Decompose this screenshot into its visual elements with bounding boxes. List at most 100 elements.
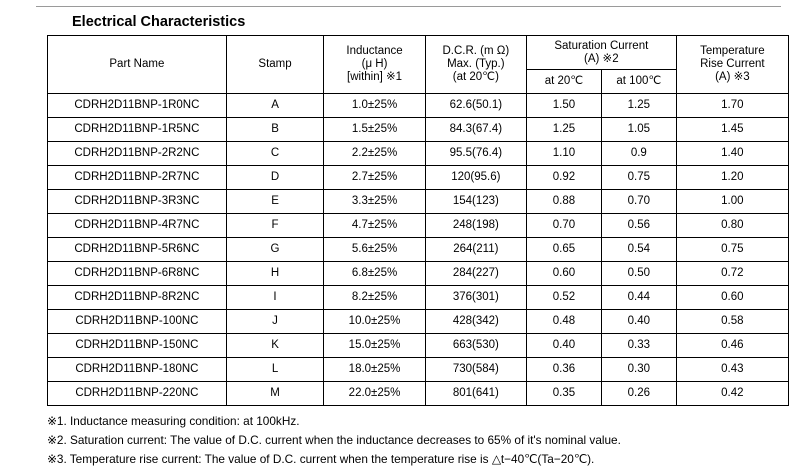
cell-dcr: 95.5(76.4) (424, 141, 527, 166)
cell-sat-100: 0.56 (600, 213, 677, 238)
cell-part-name: CDRH2D11BNP-1R0NC (47, 93, 227, 118)
header-dcr-line2: Max. (Typ.) (447, 58, 505, 70)
cell-sat-100: 0.70 (600, 189, 677, 214)
header-part-name: Part Name (47, 35, 227, 94)
cell-sat-20: 1.25 (525, 117, 602, 142)
cell-inductance: 1.0±25% (323, 93, 426, 118)
cell-sat-100: 1.25 (600, 93, 677, 118)
cell-temp-rise: 1.20 (675, 165, 789, 190)
cell-dcr: 376(301) (424, 285, 527, 310)
cell-stamp: E (225, 189, 325, 214)
cell-inductance: 3.3±25% (323, 189, 426, 214)
header-saturation-line1: Saturation Current (554, 39, 649, 52)
cell-stamp: D (225, 165, 325, 190)
header-temp-rise-line2: Rise Current (700, 58, 765, 70)
header-inductance-line3: [within] ※1 (347, 71, 403, 83)
header-inductance-line1: Inductance (346, 45, 403, 57)
cell-sat-20: 0.60 (525, 261, 602, 286)
header-dcr-line3: (at 20℃) (452, 71, 499, 83)
header-temp-rise-line1: Temperature (700, 45, 765, 57)
cell-part-name: CDRH2D11BNP-180NC (47, 357, 227, 382)
cell-stamp: H (225, 261, 325, 286)
cell-sat-100: 0.40 (600, 309, 677, 334)
cell-dcr: 248(198) (424, 213, 527, 238)
cell-stamp: L (225, 357, 325, 382)
header-saturation: Saturation Current (A) ※2 (525, 35, 677, 70)
cell-dcr: 120(95.6) (424, 165, 527, 190)
table-row: CDRH2D11BNP-3R3NC E 3.3±25% 154(123) 0.88 0.7… (47, 189, 789, 214)
cell-temp-rise: 1.00 (675, 189, 789, 214)
cell-part-name: CDRH2D11BNP-220NC (47, 381, 227, 406)
cell-stamp: F (225, 213, 325, 238)
cell-part-name: CDRH2D11BNP-1R5NC (47, 117, 227, 142)
cell-sat-100: 0.9 (600, 141, 677, 166)
cell-sat-100: 0.44 (600, 285, 677, 310)
cell-dcr: 801(641) (424, 381, 527, 406)
cell-sat-20: 0.92 (525, 165, 602, 190)
cell-stamp: M (225, 381, 325, 406)
cell-sat-20: 0.40 (525, 333, 602, 358)
cell-temp-rise: 0.80 (675, 213, 789, 238)
cell-sat-100: 0.26 (600, 381, 677, 406)
cell-stamp: J (225, 309, 325, 334)
cell-part-name: CDRH2D11BNP-8R2NC (47, 285, 227, 310)
header-saturation-line2: (A) ※2 (584, 52, 619, 65)
cell-temp-rise: 0.46 (675, 333, 789, 358)
cell-stamp: G (225, 237, 325, 262)
cell-dcr: 154(123) (424, 189, 527, 214)
cell-temp-rise: 1.40 (675, 141, 789, 166)
cell-part-name: CDRH2D11BNP-2R7NC (47, 165, 227, 190)
cell-inductance: 2.7±25% (323, 165, 426, 190)
header-temp-rise-line3: (A) ※3 (715, 71, 750, 83)
cell-stamp: C (225, 141, 325, 166)
cell-dcr: 84.3(67.4) (424, 117, 527, 142)
cell-inductance: 6.8±25% (323, 261, 426, 286)
table-row: CDRH2D11BNP-2R7NC D 2.7±25% 120(95.6) 0.92 0.… (47, 165, 789, 190)
cell-inductance: 22.0±25% (323, 381, 426, 406)
cell-part-name: CDRH2D11BNP-3R3NC (47, 189, 227, 214)
table-row: CDRH2D11BNP-100NC J 10.0±25% 428(342) 0.48 0.… (47, 309, 789, 334)
cell-inductance: 18.0±25% (323, 357, 426, 382)
header-stamp: Stamp (225, 35, 325, 94)
cell-temp-rise: 0.75 (675, 237, 789, 262)
table-row: CDRH2D11BNP-6R8NC H 6.8±25% 284(227) 0.60 0.5… (47, 261, 789, 286)
cell-sat-20: 0.65 (525, 237, 602, 262)
cell-sat-100: 0.33 (600, 333, 677, 358)
header-dcr-line1: D.C.R. (m Ω) (442, 45, 510, 57)
cell-inductance: 15.0±25% (323, 333, 426, 358)
cell-sat-100: 0.50 (600, 261, 677, 286)
header-inductance: Inductance (μ H) [within] ※1 (323, 35, 426, 94)
cell-sat-100: 0.30 (600, 357, 677, 382)
table-row: CDRH2D11BNP-8R2NC I 8.2±25% 376(301) 0.52 0.4… (47, 285, 789, 310)
cell-stamp: A (225, 93, 325, 118)
cell-inductance: 10.0±25% (323, 309, 426, 334)
cell-temp-rise: 0.72 (675, 261, 789, 286)
cell-stamp: B (225, 117, 325, 142)
cell-temp-rise: 0.60 (675, 285, 789, 310)
cell-sat-20: 1.50 (525, 93, 602, 118)
cell-sat-100: 0.54 (600, 237, 677, 262)
cell-part-name: CDRH2D11BNP-2R2NC (47, 141, 227, 166)
cell-inductance: 1.5±25% (323, 117, 426, 142)
cell-sat-20: 0.88 (525, 189, 602, 214)
header-sat-20: at 20℃ (525, 69, 602, 94)
footnote-2: ※2. Saturation current: The value of D.C… (47, 433, 621, 447)
table-row: CDRH2D11BNP-2R2NC C 2.2±25% 95.5(76.4) 1.10 0… (47, 141, 789, 166)
cell-sat-20: 0.52 (525, 285, 602, 310)
table-row: CDRH2D11BNP-4R7NC F 4.7±25% 248(198) 0.70 0.5… (47, 213, 789, 238)
cell-inductance: 2.2±25% (323, 141, 426, 166)
cell-dcr: 730(584) (424, 357, 527, 382)
cell-stamp: K (225, 333, 325, 358)
cell-sat-20: 0.70 (525, 213, 602, 238)
cell-temp-rise: 0.58 (675, 309, 789, 334)
cell-inductance: 5.6±25% (323, 237, 426, 262)
cell-inductance: 8.2±25% (323, 285, 426, 310)
cell-dcr: 284(227) (424, 261, 527, 286)
cell-sat-20: 0.48 (525, 309, 602, 334)
cell-temp-rise: 0.42 (675, 381, 789, 406)
cell-dcr: 264(211) (424, 237, 527, 262)
cell-stamp: I (225, 285, 325, 310)
header-dcr: D.C.R. (m Ω) Max. (Typ.) (at 20℃) (424, 35, 527, 94)
top-rule (36, 6, 781, 7)
table-row: CDRH2D11BNP-1R5NC B 1.5±25% 84.3(67.4) 1.25 1… (47, 117, 789, 142)
